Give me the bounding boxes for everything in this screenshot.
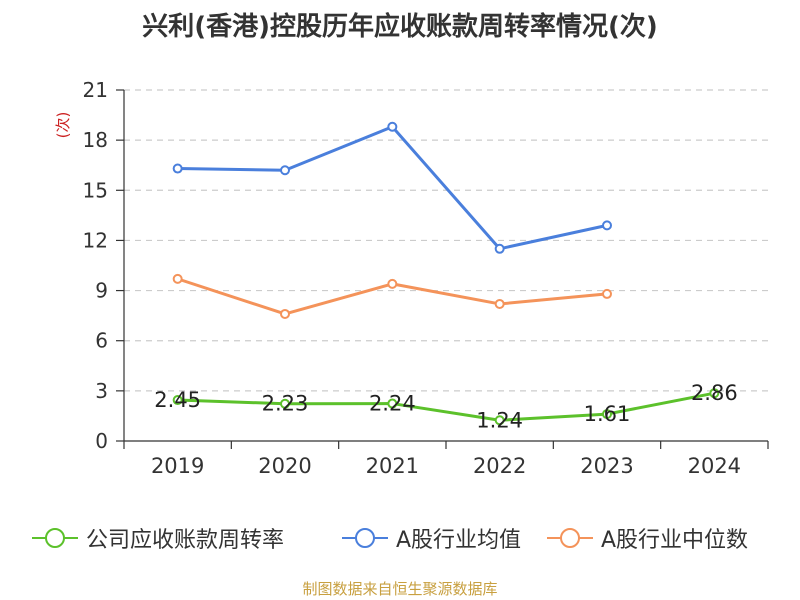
x-tick-label: 2020 — [258, 454, 311, 478]
x-tick-label: 2019 — [151, 454, 204, 478]
chart-title: 兴利(香港)控股历年应收账款周转率情况(次) — [142, 12, 658, 42]
legend-label-company: 公司应收账款周转率 — [86, 528, 285, 553]
data-point-0 — [172, 395, 183, 406]
data-point-0 — [602, 409, 612, 420]
data-label: 1.24 — [476, 408, 523, 432]
y-tick-label: 15 — [83, 178, 108, 202]
legend: 公司应收账款周转率 A股行业均值 A股行业中位数 — [0, 520, 800, 560]
legend-item-company[interactable]: 公司应收账款周转率 — [30, 520, 284, 556]
data-point-1 — [602, 220, 612, 231]
y-tick-label: 6 — [95, 329, 108, 353]
y-tick-label: 0 — [95, 429, 108, 453]
data-label: 2.45 — [154, 388, 201, 412]
data-point-1 — [494, 243, 505, 254]
data-label: 2.24 — [369, 392, 416, 416]
data-point-1 — [387, 121, 398, 132]
y-tick-label: 18 — [83, 128, 108, 152]
legend-label-industry-mean: A股行业均值 — [396, 528, 522, 553]
series-line-1 — [177, 125, 608, 251]
legend-swatch-company — [32, 528, 78, 548]
data-point-2 — [387, 278, 398, 289]
y-tick-label: 3 — [95, 379, 108, 403]
data-point-0 — [494, 415, 505, 426]
data-point-1 — [172, 163, 183, 174]
data-point-2 — [602, 288, 612, 299]
x-tick-label: 2021 — [366, 454, 419, 478]
legend-swatch-industry-mean — [342, 528, 388, 548]
data-label: 2.86 — [691, 381, 738, 405]
y-tick-label: 9 — [95, 279, 108, 303]
legend-label-industry-median: A股行业中位数 — [601, 528, 749, 553]
data-label: 2.23 — [262, 392, 309, 416]
data-label: 1.61 — [584, 402, 631, 426]
data-point-0 — [280, 398, 290, 409]
data-source-note: 制图数据来自恒生聚源数据库 — [302, 580, 498, 598]
data-point-0 — [709, 388, 720, 399]
x-tick-label: 2022 — [473, 454, 526, 478]
series-line-0 — [177, 391, 715, 422]
legend-item-industry-median[interactable]: A股行业中位数 — [545, 520, 748, 556]
legend-swatch-industry-median — [547, 528, 593, 548]
data-point-0 — [387, 398, 398, 409]
data-point-2 — [280, 308, 290, 319]
y-axis-label: (次) — [54, 112, 72, 139]
legend-item-industry-mean[interactable]: A股行业均值 — [340, 520, 521, 556]
y-tick-label: 21 — [83, 78, 108, 102]
x-tick-label: 2023 — [580, 454, 633, 478]
y-tick-label: 12 — [83, 228, 108, 252]
data-point-2 — [494, 298, 505, 309]
data-point-1 — [280, 165, 290, 176]
x-tick-label: 2024 — [688, 454, 741, 478]
data-point-2 — [172, 273, 183, 284]
